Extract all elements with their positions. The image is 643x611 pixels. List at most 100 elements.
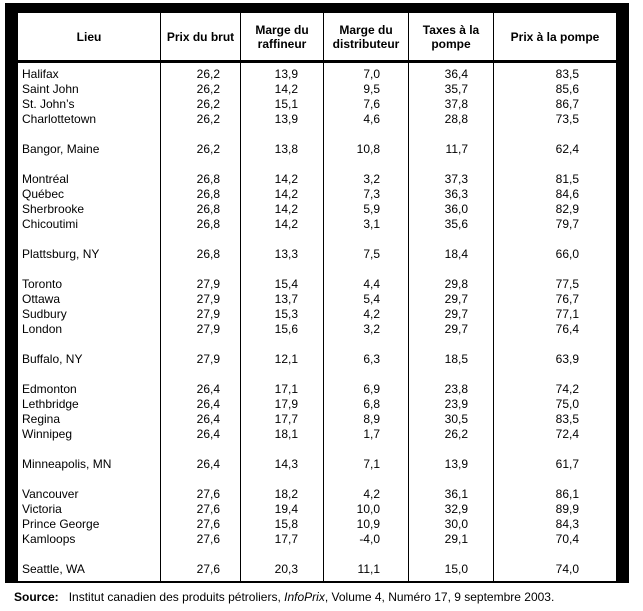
spacer-cell	[408, 367, 494, 382]
cell-prix-pompe: 61,7	[493, 457, 617, 472]
cell-prix-brut: 27,9	[160, 292, 241, 307]
cell-taxes: 32,9	[408, 502, 494, 517]
cell-lieu: Québec	[17, 187, 161, 202]
cell-lieu: London	[17, 322, 161, 337]
cell-prix-brut: 27,6	[160, 502, 241, 517]
cell-prix-brut: 26,8	[160, 217, 241, 232]
spacer-cell	[408, 577, 494, 581]
cell-marge-distributeur: 9,5	[323, 82, 409, 97]
spacer-cell	[323, 157, 409, 172]
cell-prix-pompe: 63,9	[493, 352, 617, 367]
spacer-row	[17, 157, 617, 172]
cell-prix-pompe: 89,9	[493, 502, 617, 517]
spacer-cell	[17, 577, 161, 581]
cell-prix-pompe: 62,4	[493, 142, 617, 157]
table-row: Regina 26,4 17,7 8,9 30,5 83,5	[17, 412, 617, 427]
spacer-cell	[17, 337, 161, 352]
spacer-cell	[408, 262, 494, 277]
table-row: Plattsburg, NY 26,8 13,3 7,5 18,4 66,0	[17, 247, 617, 262]
cell-lieu: Toronto	[17, 277, 161, 292]
cell-prix-pompe: 86,7	[493, 97, 617, 112]
spacer-cell	[17, 127, 161, 142]
cell-marge-distributeur: 10,0	[323, 502, 409, 517]
cell-marge-distributeur: 7,3	[323, 187, 409, 202]
cell-taxes: 18,5	[408, 352, 494, 367]
source-note: Source: Institut canadien des produits pé…	[14, 590, 554, 604]
cell-prix-brut: 27,9	[160, 277, 241, 292]
cell-marge-distributeur: 7,0	[323, 67, 409, 82]
table-row: Victoria 27,6 19,4 10,0 32,9 89,9	[17, 502, 617, 517]
spacer-cell	[493, 472, 617, 487]
cell-marge-raffineur: 14,2	[240, 217, 324, 232]
table-row: Seattle, WA 27,6 20,3 11,1 15,0 74,0	[17, 562, 617, 577]
cell-lieu: Chicoutimi	[17, 217, 161, 232]
cell-prix-pompe: 73,5	[493, 112, 617, 127]
cell-prix-pompe: 77,1	[493, 307, 617, 322]
source-text-before: Institut canadien des produits pétrolier…	[68, 590, 285, 604]
spacer-row	[17, 367, 617, 382]
cell-lieu: Kamloops	[17, 532, 161, 547]
cell-taxes: 37,8	[408, 97, 494, 112]
spacer-cell	[160, 262, 241, 277]
cell-prix-pompe: 86,1	[493, 487, 617, 502]
spacer-cell	[408, 157, 494, 172]
spacer-row	[17, 61, 617, 67]
spacer-cell	[408, 232, 494, 247]
spacer-cell	[240, 262, 324, 277]
cell-marge-raffineur: 18,2	[240, 487, 324, 502]
table-row: Québec 26,8 14,2 7,3 36,3 84,6	[17, 187, 617, 202]
spacer-cell	[160, 337, 241, 352]
spacer-cell	[323, 337, 409, 352]
cell-marge-raffineur: 14,2	[240, 172, 324, 187]
cell-prix-pompe: 72,4	[493, 427, 617, 442]
table-row: Sherbrooke 26,8 14,2 5,9 36,0 82,9	[17, 202, 617, 217]
spacer-cell	[493, 232, 617, 247]
spacer-row	[17, 127, 617, 142]
cell-lieu: Minneapolis, MN	[17, 457, 161, 472]
header-prix-pompe: Prix à la pompe	[493, 13, 617, 63]
cell-marge-distributeur: -4,0	[323, 532, 409, 547]
cell-taxes: 29,8	[408, 277, 494, 292]
cell-prix-pompe: 83,5	[493, 412, 617, 427]
spacer-cell	[17, 232, 161, 247]
spacer-cell	[493, 127, 617, 142]
cell-lieu: Vancouver	[17, 487, 161, 502]
cell-taxes: 26,2	[408, 427, 494, 442]
cell-prix-pompe: 66,0	[493, 247, 617, 262]
cell-prix-brut: 27,9	[160, 307, 241, 322]
spacer-cell	[493, 337, 617, 352]
header-marge-distributeur: Marge du distributeur	[323, 13, 409, 63]
cell-marge-raffineur: 17,7	[240, 532, 324, 547]
spacer-cell	[17, 262, 161, 277]
cell-prix-brut: 26,8	[160, 172, 241, 187]
table-row: Montréal 26,8 14,2 3,2 37,3 81,5	[17, 172, 617, 187]
header-lieu: Lieu	[17, 13, 161, 63]
cell-lieu: Edmonton	[17, 382, 161, 397]
spacer-cell	[160, 232, 241, 247]
table-frame: Lieu Prix du brut Marge du raffineur Mar…	[5, 3, 629, 583]
cell-prix-brut: 27,6	[160, 562, 241, 577]
table-row: Bangor, Maine 26,2 13,8 10,8 11,7 62,4	[17, 142, 617, 157]
cell-prix-pompe: 84,6	[493, 187, 617, 202]
spacer-cell	[160, 442, 241, 457]
cell-prix-brut: 27,9	[160, 352, 241, 367]
cell-lieu: Ottawa	[17, 292, 161, 307]
cell-marge-distributeur: 7,6	[323, 97, 409, 112]
cell-prix-brut: 26,4	[160, 397, 241, 412]
spacer-cell	[323, 262, 409, 277]
cell-taxes: 36,4	[408, 67, 494, 82]
cell-marge-raffineur: 13,7	[240, 292, 324, 307]
spacer-row	[17, 232, 617, 247]
spacer-cell	[240, 442, 324, 457]
cell-marge-distributeur: 10,9	[323, 517, 409, 532]
spacer-cell	[17, 157, 161, 172]
cell-prix-pompe: 83,5	[493, 67, 617, 82]
cell-marge-distributeur: 4,2	[323, 307, 409, 322]
table-row: Toronto 27,9 15,4 4,4 29,8 77,5	[17, 277, 617, 292]
cell-taxes: 36,3	[408, 187, 494, 202]
cell-marge-distributeur: 4,4	[323, 277, 409, 292]
cell-taxes: 36,1	[408, 487, 494, 502]
spacer-cell	[493, 442, 617, 457]
cell-taxes: 23,8	[408, 382, 494, 397]
spacer-cell	[17, 367, 161, 382]
